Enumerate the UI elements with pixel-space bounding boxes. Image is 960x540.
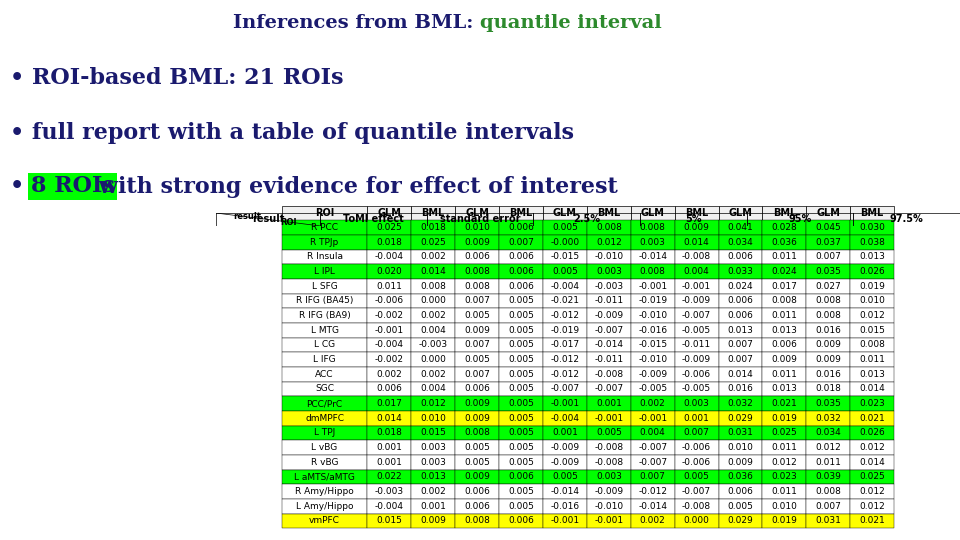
Text: quantile interval: quantile interval (480, 14, 661, 31)
Text: result: result (252, 214, 284, 225)
Text: 2.5%: 2.5% (573, 214, 600, 225)
Text: Inferences from BML:: Inferences from BML: (233, 14, 480, 31)
Text: •: • (10, 176, 32, 198)
Text: ROI: ROI (280, 218, 297, 227)
Text: • full report with a table of quantile intervals: • full report with a table of quantile i… (10, 122, 574, 144)
Text: 5%: 5% (685, 214, 702, 225)
Text: • ROI-based BML: 21 ROIs: • ROI-based BML: 21 ROIs (10, 68, 343, 90)
Text: with strong evidence for effect of interest: with strong evidence for effect of inter… (91, 176, 618, 198)
Text: 8 ROIs: 8 ROIs (31, 176, 114, 198)
Text: ToMI effect: ToMI effect (343, 214, 403, 225)
Text: result: result (233, 212, 261, 221)
Text: 95%: 95% (788, 214, 811, 225)
Text: standard error: standard error (440, 214, 520, 225)
Text: 97.5%: 97.5% (890, 214, 924, 225)
